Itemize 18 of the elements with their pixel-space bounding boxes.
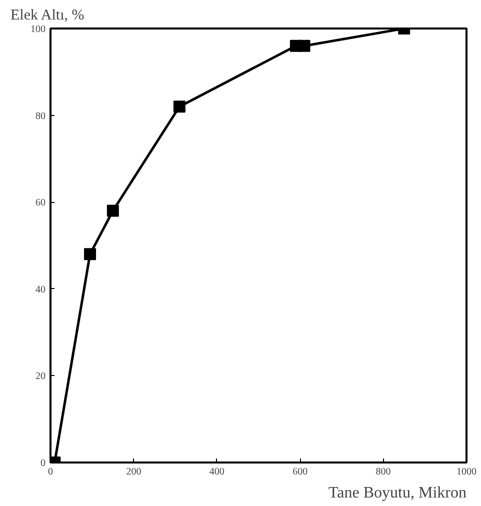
point — [84, 248, 96, 260]
x-tick-label: 0 — [48, 466, 53, 478]
x-tick-label: 200 — [126, 466, 142, 478]
y-tick-label: 0 — [40, 458, 46, 469]
y-tick-label: 20 — [36, 371, 46, 382]
x-tick-label: 600 — [292, 466, 308, 478]
point — [298, 40, 310, 52]
y-axis-title: Elek Altı, % — [10, 8, 84, 24]
point — [173, 100, 186, 113]
x-tick-label: 400 — [209, 466, 224, 478]
y-tick-label: 40 — [36, 284, 46, 296]
x-tick-label: 1000 — [456, 466, 476, 478]
x-axis-title: Tane Boyutu, Mikron — [328, 484, 467, 502]
y-tick-label: 60 — [36, 198, 46, 209]
y-tick-label: 80 — [36, 110, 46, 122]
x-tick-label: 800 — [376, 466, 391, 478]
y-tick-label: 100 — [30, 24, 46, 35]
point — [106, 204, 119, 217]
